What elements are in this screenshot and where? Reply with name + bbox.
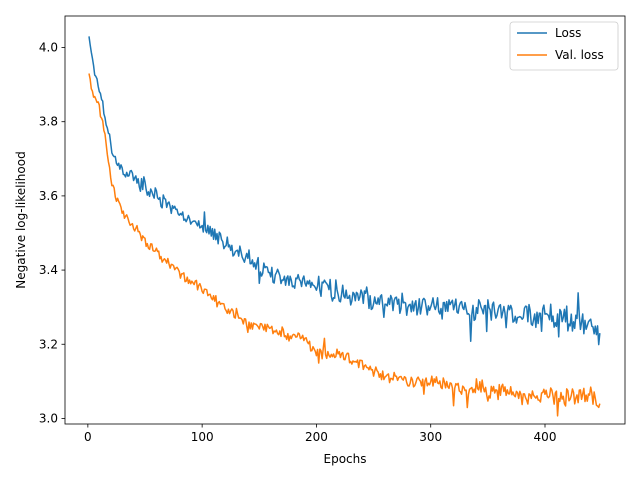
legend: Loss Val. loss (509, 21, 619, 71)
plot-frame (64, 15, 626, 425)
y-tick-label: 3.2 (39, 337, 58, 351)
legend-label-val-loss: Val. loss (555, 48, 604, 62)
y-axis: 3.0 3.2 3.4 3.6 3.8 4.0 (39, 41, 65, 425)
y-tick-label: 4.0 (39, 41, 58, 55)
x-axis: 0 100 200 300 400 (84, 424, 556, 444)
y-tick-label: 3.4 (39, 263, 58, 277)
series-line-val-loss (88, 73, 601, 417)
legend-box (509, 21, 619, 71)
legend-label-loss: Loss (555, 26, 581, 40)
y-axis-title: Negative log-likelihood (14, 151, 28, 288)
x-tick-label: 300 (419, 430, 442, 444)
y-tick-label: 3.6 (39, 189, 58, 203)
plot-area (65, 16, 625, 424)
x-tick-label: 400 (534, 430, 557, 444)
x-tick-label: 0 (84, 430, 92, 444)
x-tick-label: 100 (191, 430, 214, 444)
series-line-loss (88, 36, 601, 346)
x-tick-label: 200 (305, 430, 328, 444)
series-layer (88, 36, 601, 417)
x-axis-title: Epochs (324, 452, 367, 466)
y-tick-label: 3.8 (39, 115, 58, 129)
y-tick-label: 3.0 (39, 411, 58, 425)
